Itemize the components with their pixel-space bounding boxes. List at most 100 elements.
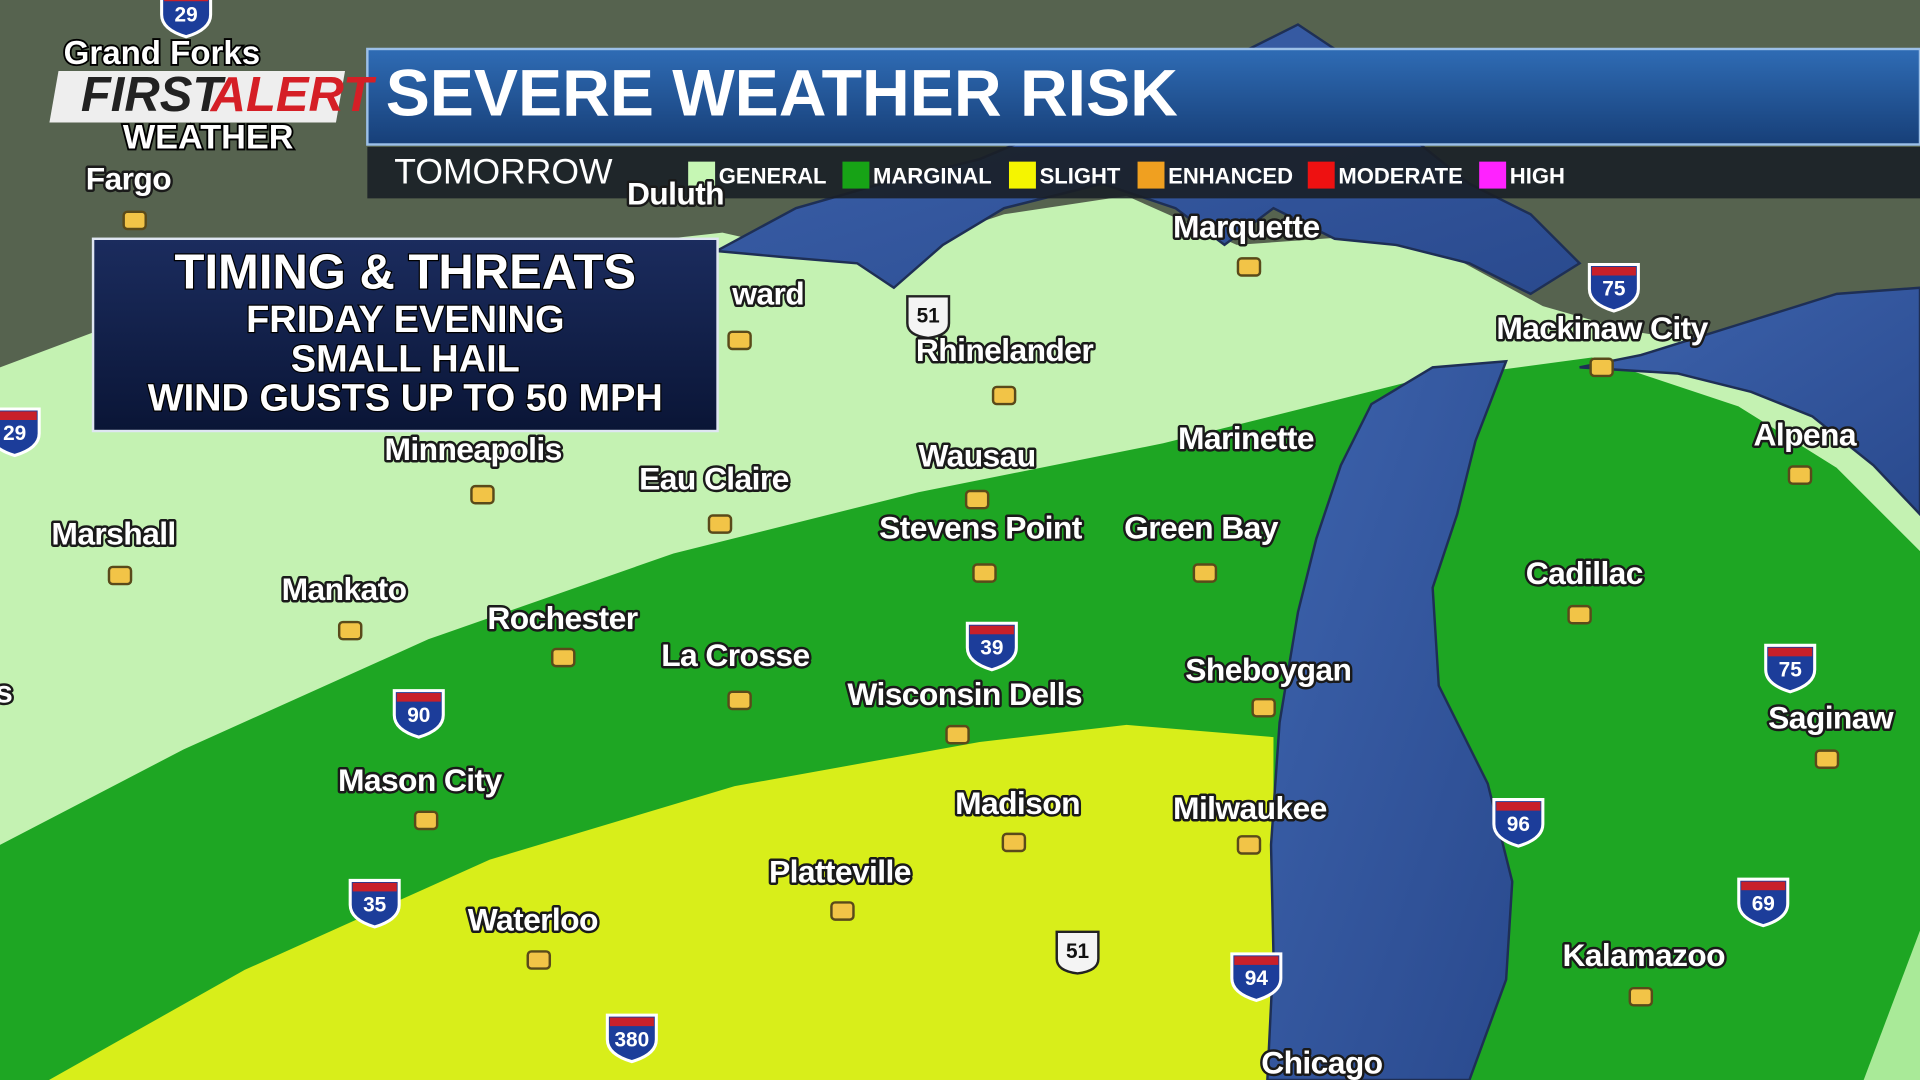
- legend-swatch: [1137, 161, 1165, 189]
- city-label: Minneapolis: [384, 431, 561, 467]
- city-label: Eau Claire: [639, 461, 789, 497]
- shield-number: 380: [614, 1028, 649, 1051]
- city-label: Madison: [955, 785, 1080, 821]
- interstate-band: [969, 625, 1014, 635]
- legend-label: MARGINAL: [873, 163, 992, 188]
- city-label: Saginaw: [1768, 699, 1894, 735]
- shield-number: 39: [980, 636, 1003, 659]
- logo-product: WEATHER: [123, 119, 294, 157]
- interstate-shield: [1587, 262, 1640, 313]
- legend-swatch: [1008, 161, 1036, 189]
- interstate-band: [1591, 266, 1636, 276]
- general-risk-strip: [1863, 930, 1920, 1080]
- city-marker: [972, 563, 997, 583]
- shield-number: 75: [1779, 659, 1802, 682]
- legend-swatch: [688, 161, 716, 189]
- interstate-band: [0, 411, 37, 420]
- interstate-band: [164, 0, 209, 2]
- city-label: Marquette: [1173, 208, 1320, 244]
- info-line: FRIDAY EVENING: [246, 299, 564, 341]
- city-label: Marinette: [1178, 420, 1314, 456]
- interstate-shield: [160, 0, 213, 39]
- city-label: Rochester: [487, 600, 637, 636]
- shield-number: 29: [3, 422, 26, 445]
- city-marker: [830, 901, 855, 921]
- city-label: ward: [731, 276, 804, 312]
- shield-number: 75: [1602, 278, 1625, 301]
- us-shield: [1055, 930, 1100, 975]
- city-marker: [1787, 465, 1813, 485]
- legend-swatch: [1307, 161, 1335, 189]
- legend-swatch: [1479, 161, 1507, 189]
- city-marker: [1628, 986, 1654, 1007]
- interstate-shield: [1492, 798, 1545, 848]
- city-label: s: [0, 674, 12, 710]
- slight-risk-area: [48, 724, 1274, 1080]
- city-label: Wausau: [918, 437, 1035, 473]
- city-marker: [1236, 835, 1262, 855]
- info-title: TIMING & THREATS: [175, 245, 637, 299]
- info-line: WIND GUSTS UP TO 50 MPH: [148, 377, 663, 419]
- city-label: Mason City: [338, 762, 503, 798]
- city-label: Mankato: [282, 571, 407, 607]
- logo-brand-first: FIRST: [81, 68, 227, 122]
- interstate-band: [1234, 956, 1279, 965]
- city-label: La Crosse: [661, 637, 809, 673]
- legend: GENERAL MARGINAL SLIGHT ENHANCED MODERATE HIG…: [688, 161, 1565, 189]
- highway-shields: 29 51 75 29 90 39 75 96 69 35 51 94 380: [0, 0, 1817, 1064]
- city-label: Rhinelander: [916, 332, 1093, 368]
- city-label: Platteville: [769, 854, 911, 890]
- interstate-band: [1496, 802, 1541, 811]
- interstate-shield: [1764, 643, 1817, 694]
- legend-label: SLIGHT: [1040, 163, 1121, 188]
- interstate-shield: [605, 1013, 658, 1064]
- logo-location: Grand Forks: [64, 35, 261, 72]
- city-marker: [1192, 563, 1218, 583]
- city-labels: Fargo Duluth ward Rhinelander Marquette Macki…: [0, 158, 1897, 1080]
- city-label: Mackinaw City: [1496, 310, 1708, 346]
- city-label: Sheboygan: [1185, 652, 1351, 688]
- info-box: [91, 237, 719, 433]
- shield-number: 51: [917, 305, 940, 328]
- period: TOMORROW: [394, 151, 613, 191]
- lake-huron: [1579, 286, 1920, 517]
- city-label: Duluth: [627, 175, 724, 211]
- title-bar: [366, 47, 1920, 146]
- city-marker: [1814, 749, 1840, 769]
- interstate-band: [1741, 881, 1786, 891]
- logo-brand-alert: ALERT: [210, 68, 377, 122]
- city-label: Milwaukee: [1173, 790, 1327, 826]
- city-marker: [413, 810, 439, 831]
- interstate-shield: [965, 621, 1018, 672]
- city-marker: [991, 385, 1017, 406]
- city-label: Alpena: [1753, 417, 1856, 453]
- city-marker: [1567, 604, 1592, 625]
- city-marker: [107, 565, 133, 586]
- city-marker: [526, 950, 552, 970]
- us-shield: [906, 295, 951, 340]
- city-marker: [1589, 357, 1614, 378]
- city-label: Chicago: [1261, 1045, 1382, 1080]
- city-marker: [122, 210, 147, 231]
- city-marker: [470, 484, 495, 505]
- interstate-band: [1768, 647, 1813, 657]
- city-marker: [945, 724, 970, 745]
- shield-number: 96: [1507, 813, 1530, 836]
- legend-swatch: [842, 161, 870, 189]
- city-marker: [727, 690, 752, 711]
- logo-plate: [49, 71, 346, 123]
- city-label: Cadillac: [1526, 555, 1643, 591]
- legend-label: MODERATE: [1338, 163, 1462, 188]
- interstate-shield: [392, 689, 445, 739]
- shield-number: 90: [407, 704, 430, 727]
- legend-label: ENHANCED: [1168, 163, 1293, 188]
- city-marker: [1236, 257, 1262, 277]
- info-line: SMALL HAIL: [291, 338, 520, 380]
- city-label: Fargo: [86, 161, 172, 197]
- interstate-band: [352, 882, 397, 892]
- city-label: Waterloo: [468, 901, 598, 937]
- title: SEVERE WEATHER RISK: [386, 56, 1178, 130]
- shield-number: 51: [1066, 940, 1089, 963]
